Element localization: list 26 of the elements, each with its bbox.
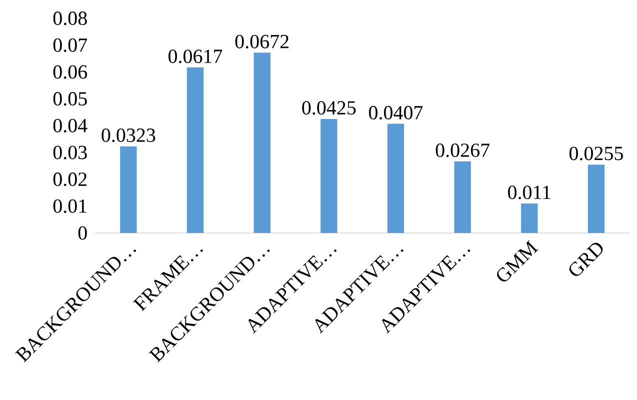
bar — [387, 124, 404, 233]
bar — [320, 118, 338, 233]
bar — [454, 161, 471, 233]
y-tick-label: 0.02 — [53, 172, 87, 186]
y-tick-label: 0.08 — [53, 12, 87, 26]
x-tick-label: GRD — [569, 242, 603, 276]
y-tick-label: 0.01 — [53, 199, 86, 213]
y-tick-label: 0.03 — [53, 146, 87, 160]
data-label: 0.0425 — [302, 101, 356, 115]
data-label: 0.0267 — [436, 144, 490, 158]
data-label: 0.011 — [508, 186, 550, 200]
y-tick-label: 0.04 — [53, 118, 88, 132]
y-tick-label: 0.05 — [53, 92, 87, 106]
data-label: 0.0323 — [102, 128, 156, 142]
y-tick-label: 0.07 — [53, 38, 88, 52]
data-label: 0.0407 — [368, 106, 423, 120]
data-label: 0.0617 — [168, 50, 222, 64]
bar — [521, 203, 538, 233]
data-label: 0.0672 — [235, 34, 288, 48]
bar — [588, 164, 605, 233]
y-tick-label: 0.06 — [53, 65, 88, 79]
bar — [186, 67, 204, 233]
y-tick-label: 0 — [78, 226, 87, 240]
bar — [254, 52, 270, 233]
data-label: 0.0255 — [569, 146, 623, 160]
bar — [120, 146, 137, 233]
